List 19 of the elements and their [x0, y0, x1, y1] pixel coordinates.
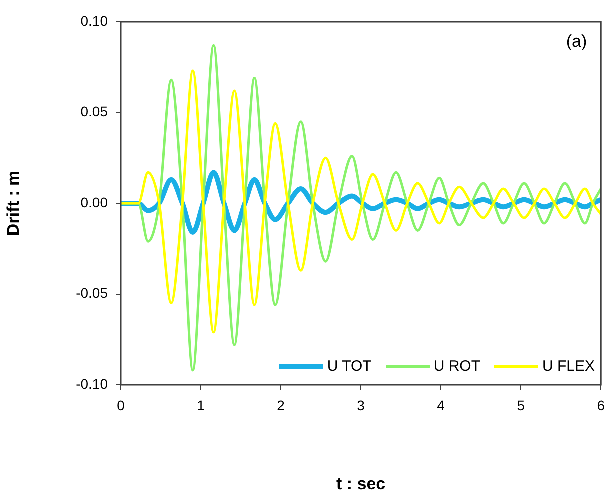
x-tick-label: 1	[197, 397, 206, 414]
y-tick-label: -0.10	[76, 376, 108, 392]
x-tick-label: 5	[517, 397, 526, 414]
legend-label: U FLEX	[542, 358, 595, 375]
x-tick-label: 4	[437, 397, 446, 414]
legend-label: U TOT	[327, 358, 372, 375]
x-tick-label: 0	[117, 397, 126, 414]
y-tick-label: -0.05	[76, 285, 108, 302]
y-tick-label: 0.05	[80, 104, 108, 120]
x-tick-label: 3	[357, 397, 366, 414]
x-tick-label: 6	[597, 397, 606, 414]
x-axis-title: t : sec	[336, 474, 386, 494]
x-tick-label: 2	[277, 397, 286, 414]
y-tick-label: 0.00	[80, 194, 108, 210]
y-axis-title: Drift : m	[4, 170, 23, 236]
legend-label: U ROT	[434, 358, 480, 375]
annotation: (a)	[566, 32, 588, 52]
y-tick-label: 0.10	[80, 12, 108, 29]
line-series	[121, 70, 602, 334]
